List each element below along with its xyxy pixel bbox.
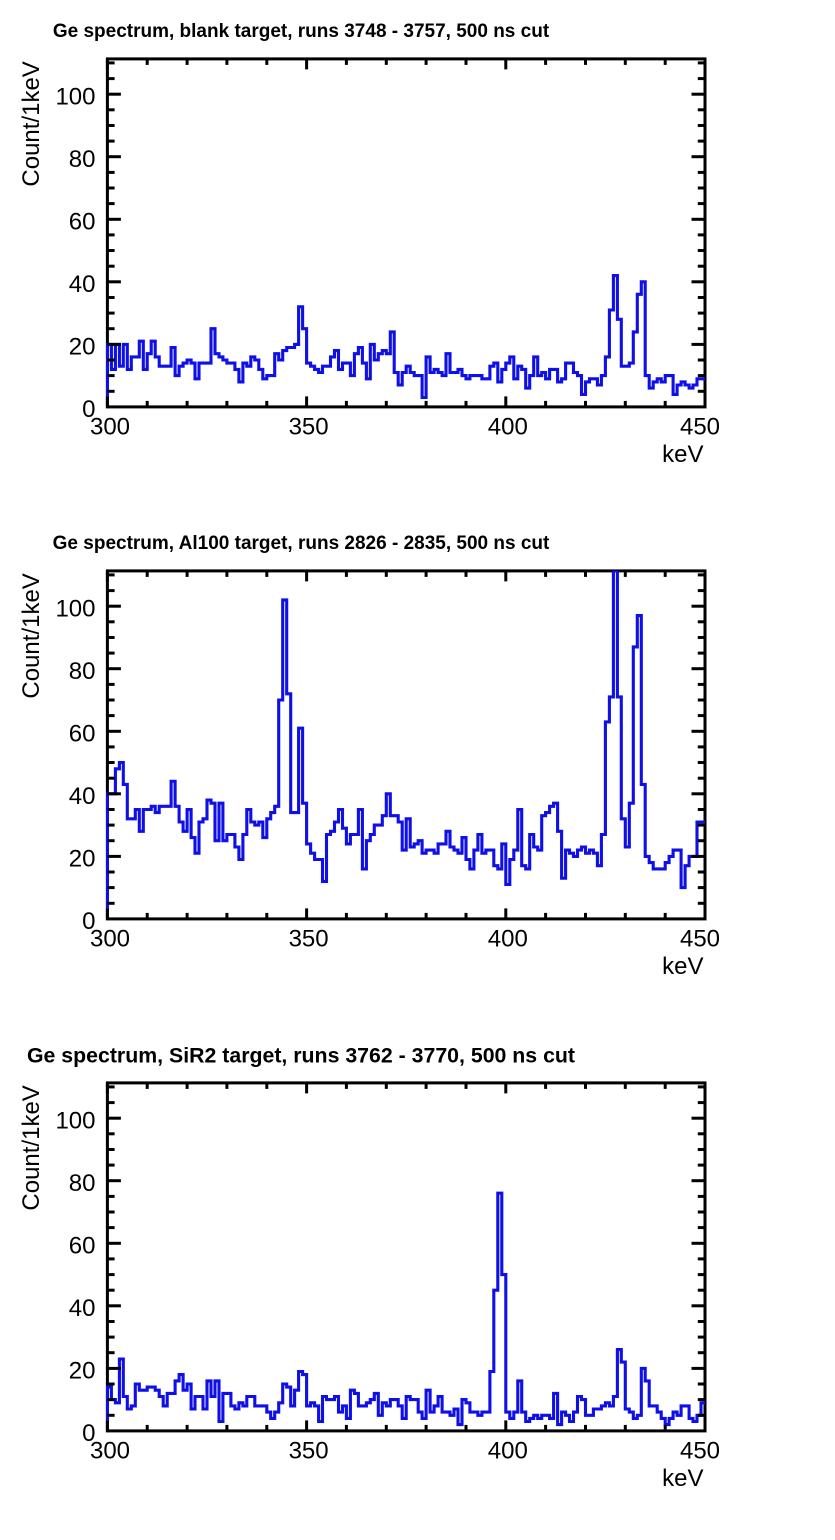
svg-text:450: 450 [680,1438,720,1465]
svg-text:40: 40 [69,783,96,810]
svg-text:Count/1keV: Count/1keV [18,61,45,186]
svg-text:40: 40 [69,271,96,298]
svg-text:60: 60 [69,1233,96,1260]
svg-text:100: 100 [55,595,95,622]
svg-text:80: 80 [69,1170,96,1197]
svg-text:Ge spectrum, SiR2 target, runs: Ge spectrum, SiR2 target, runs 3762 - 37… [27,1043,575,1067]
svg-text:20: 20 [69,1358,96,1385]
svg-text:keV: keV [662,1465,703,1492]
svg-text:400: 400 [488,1438,528,1465]
svg-text:300: 300 [90,1438,130,1465]
svg-text:100: 100 [55,83,95,110]
svg-text:Ge spectrum, blank target, run: Ge spectrum, blank target, runs 3748 - 3… [53,21,550,42]
svg-text:40: 40 [69,1295,96,1322]
svg-text:100: 100 [55,1107,95,1134]
svg-text:60: 60 [69,721,96,748]
svg-text:Count/1keV: Count/1keV [18,573,45,698]
svg-text:keV: keV [662,953,703,980]
svg-text:450: 450 [680,414,720,441]
svg-text:Count/1keV: Count/1keV [18,1085,45,1210]
svg-text:400: 400 [488,414,528,441]
svg-text:Ge spectrum, Al100 target, run: Ge spectrum, Al100 target, runs 2826 - 2… [53,533,550,554]
svg-text:400: 400 [488,926,528,953]
svg-text:20: 20 [69,334,96,361]
svg-text:60: 60 [69,209,96,236]
svg-text:keV: keV [662,441,703,468]
svg-text:80: 80 [69,658,96,685]
svg-text:450: 450 [680,926,720,953]
svg-text:0: 0 [82,908,95,935]
svg-text:0: 0 [82,396,95,423]
svg-text:80: 80 [69,146,96,173]
svg-text:350: 350 [289,926,329,953]
svg-text:20: 20 [69,846,96,873]
svg-text:350: 350 [289,1438,329,1465]
svg-text:350: 350 [289,414,329,441]
svg-text:300: 300 [90,926,130,953]
svg-text:300: 300 [90,414,130,441]
svg-text:0: 0 [82,1420,95,1447]
